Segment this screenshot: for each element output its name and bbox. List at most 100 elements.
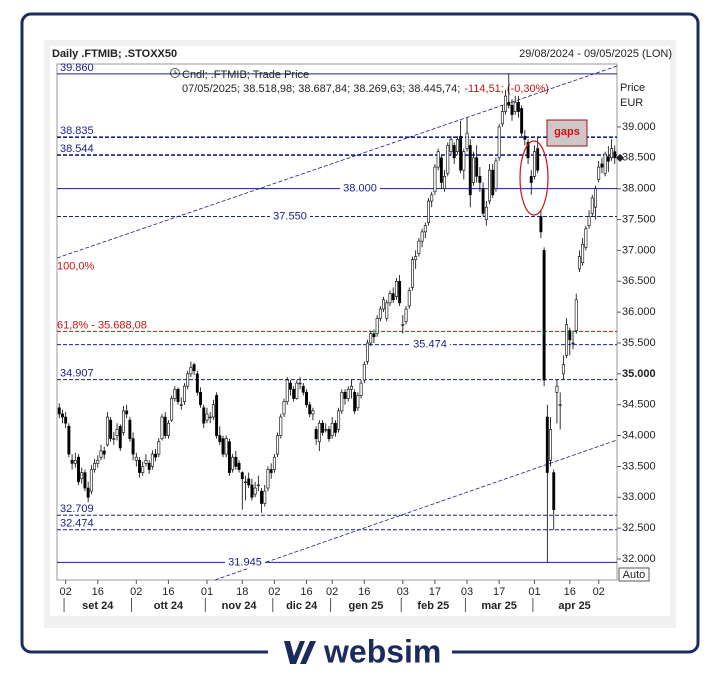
candle-body (577, 256, 581, 270)
y-tick-label: 33.000 (622, 491, 656, 503)
candle-body (606, 156, 610, 162)
candle-body (247, 478, 251, 486)
x-tick-label: 02 (60, 586, 72, 598)
candle-body (488, 169, 491, 202)
candle-body (587, 216, 591, 227)
candle-body (292, 388, 296, 399)
candle-body (423, 225, 427, 233)
candle-body (173, 388, 177, 399)
candle-body (272, 456, 276, 470)
candle-body (520, 108, 524, 134)
candle-body (552, 472, 556, 510)
x-tick-label: 16 (162, 586, 174, 598)
candle-body (96, 459, 100, 464)
candle-body (186, 373, 190, 387)
candle-body (581, 243, 585, 264)
candle-body (545, 416, 549, 473)
candle-body (436, 151, 440, 168)
candle-body (404, 308, 408, 322)
x-tick-label: 16 (300, 586, 312, 598)
y-tick-label: 33.500 (622, 460, 656, 472)
candle-body (227, 441, 231, 473)
brand-icon (284, 641, 305, 664)
candle-body (333, 422, 337, 433)
candle-body (279, 416, 283, 436)
candle-body (369, 333, 373, 344)
candle-body (202, 407, 206, 424)
scale-mode[interactable]: Auto (623, 569, 646, 581)
candle-body (240, 472, 244, 480)
candle-body (64, 416, 68, 424)
candle-body (321, 422, 325, 433)
candle-body (157, 441, 161, 455)
candle-body (122, 410, 125, 433)
candle-body (516, 101, 520, 112)
annotation-box (546, 119, 588, 147)
candle-body (353, 392, 357, 412)
candle-body (311, 410, 315, 415)
candle-body (231, 456, 235, 470)
level-label: 61,8% - 35.688,08 (57, 319, 147, 331)
candle-body (452, 145, 456, 159)
level-label: 35.474 (413, 338, 447, 350)
candle-body (221, 438, 225, 455)
x-tick-label: 17 (493, 586, 505, 598)
legend-icon-hand (174, 70, 177, 74)
candle-body (211, 404, 215, 418)
brand: websim (323, 633, 441, 669)
x-tick-label: 02 (326, 586, 338, 598)
candle-body (192, 364, 196, 372)
candle-body (449, 139, 453, 152)
candle-body (301, 385, 305, 393)
candle-body (472, 157, 475, 183)
candle-body (391, 293, 395, 301)
candle-body (215, 395, 219, 436)
marks: 32.000 32.500 33.000 33.500 34.000 34.500 35.0… (57, 62, 656, 612)
level-label-bg (225, 556, 265, 569)
candle-body (346, 388, 350, 399)
candle-body (183, 385, 186, 402)
candle-body (430, 194, 434, 202)
y-tick-label: 39.000 (622, 121, 656, 133)
candle-body (327, 429, 331, 439)
candle-body (118, 426, 122, 449)
x-tick-label: 02 (130, 586, 142, 598)
candle-body (295, 382, 299, 399)
candle-body (57, 407, 61, 415)
candle-body (382, 299, 386, 310)
chart-subtitle: 29/08/2024 - 09/05/2025 (LON) (519, 48, 672, 60)
candle-body (93, 463, 97, 470)
candle-body (378, 308, 382, 319)
level-label-bg (270, 210, 310, 223)
y-tick-label: 36.000 (622, 306, 656, 318)
month-label: ott 24 (154, 600, 184, 612)
candle-body (337, 410, 341, 430)
candle-body (298, 382, 302, 385)
y-label: Price (620, 82, 645, 94)
candle-body (411, 259, 414, 288)
candle-body (594, 188, 597, 208)
level-label: 37.550 (273, 210, 307, 222)
candle-body (500, 111, 504, 125)
candle-body (160, 416, 164, 439)
candle-body (86, 487, 90, 498)
candle-body (125, 410, 129, 415)
candle-body (513, 101, 517, 112)
x-tick-label: 02 (268, 586, 280, 598)
candle-body (597, 166, 601, 180)
candle-body (317, 422, 321, 443)
trend-line-upper (56, 65, 618, 259)
candle-body (417, 240, 421, 254)
candle-body (80, 472, 84, 480)
scale-box[interactable] (618, 567, 650, 582)
candle-body (189, 367, 193, 375)
candle-body (510, 105, 514, 115)
candle-body (427, 200, 430, 223)
candle-body (89, 469, 93, 492)
candle-body (179, 404, 183, 406)
candle-body (343, 392, 347, 399)
candle-body (356, 395, 360, 409)
candle-body (526, 142, 530, 159)
frame-gap (268, 644, 452, 664)
